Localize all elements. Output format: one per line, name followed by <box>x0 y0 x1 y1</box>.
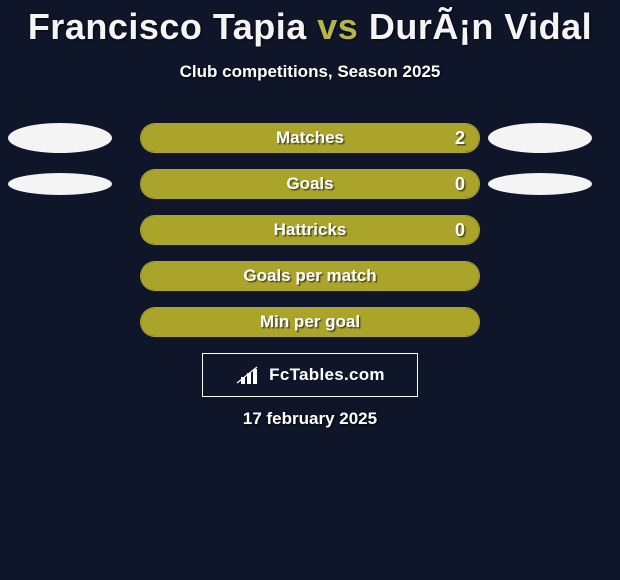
stat-bar-fill <box>141 170 479 198</box>
title-player1: Francisco Tapia <box>28 6 307 47</box>
logo-text: FcTables.com <box>269 365 385 385</box>
stat-row: Min per goal <box>0 307 620 337</box>
stat-row: Goals0 <box>0 169 620 199</box>
title-player2: DurÃ¡n Vidal <box>369 6 592 47</box>
stat-row: Goals per match <box>0 261 620 291</box>
stat-bar-fill <box>141 308 479 336</box>
left-ellipse-icon <box>8 123 112 153</box>
title-vs: vs <box>317 6 358 47</box>
date-text: 17 february 2025 <box>0 409 620 429</box>
bars-icon <box>235 365 263 385</box>
comparison-infographic: Francisco Tapia vs DurÃ¡n Vidal Club com… <box>0 0 620 580</box>
page-title: Francisco Tapia vs DurÃ¡n Vidal <box>0 6 620 48</box>
stat-bar-fill <box>141 216 479 244</box>
stat-value-right: 2 <box>455 123 515 153</box>
stat-bar-track <box>140 123 480 153</box>
stat-bar-track <box>140 169 480 199</box>
left-ellipse-icon <box>8 173 112 195</box>
stat-value-right: 0 <box>455 169 515 199</box>
stat-value-right: 0 <box>455 215 515 245</box>
stat-row: Hattricks0 <box>0 215 620 245</box>
stat-bar-track <box>140 261 480 291</box>
stat-bar-track <box>140 307 480 337</box>
subtitle: Club competitions, Season 2025 <box>0 62 620 82</box>
stat-row: Matches2 <box>0 123 620 153</box>
stat-bar-fill <box>141 124 479 152</box>
stat-bar-fill <box>141 262 479 290</box>
source-logo: FcTables.com <box>202 353 418 397</box>
stat-bar-track <box>140 215 480 245</box>
